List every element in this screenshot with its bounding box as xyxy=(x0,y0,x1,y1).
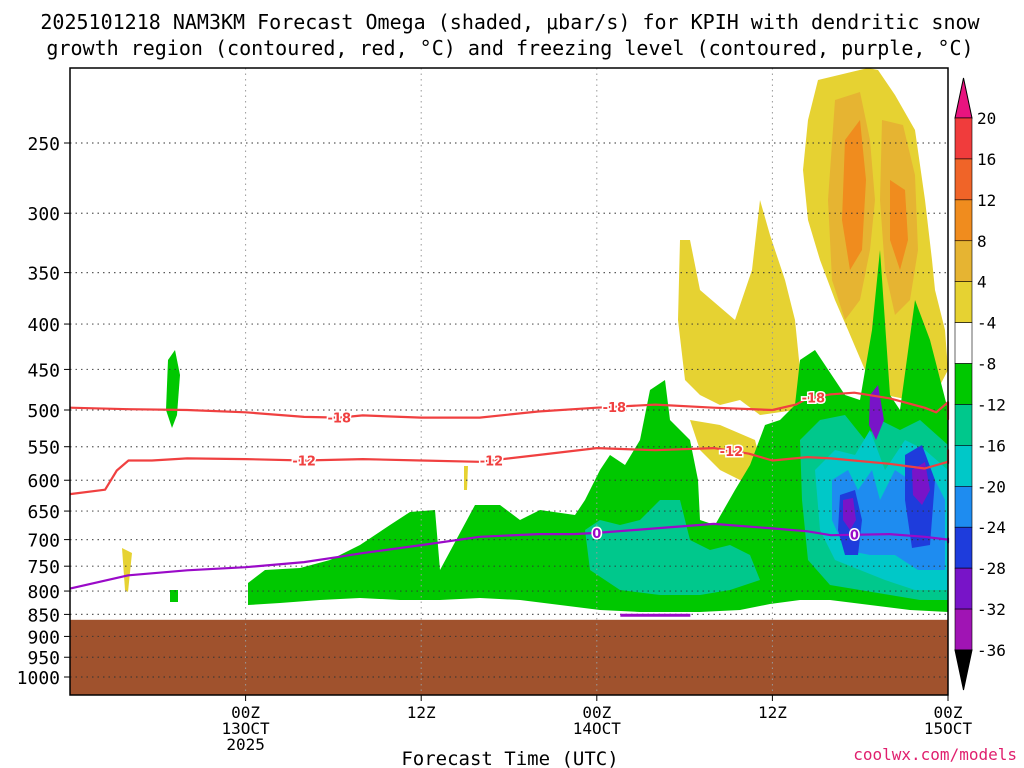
contour-label--12: -12 xyxy=(720,445,744,460)
y-tick-label-650: 650 xyxy=(27,502,60,523)
y-tick-label-750: 750 xyxy=(27,557,60,578)
gridlines xyxy=(70,68,949,695)
x-tick-label-15-1: 12Z xyxy=(407,703,436,722)
contour-label--12: -12 xyxy=(292,454,316,469)
y-tick-label-800: 800 xyxy=(27,582,60,603)
omega-region-upper-core-2 xyxy=(890,180,908,270)
colorbar-bottom-arrow xyxy=(954,649,973,691)
omega-region-purple-2 xyxy=(912,462,930,505)
ground-terrain xyxy=(70,619,948,695)
x-tick-label-45-1: 12Z xyxy=(758,703,787,722)
y-tick-label-600: 600 xyxy=(27,471,60,492)
y-tick-label-300: 300 xyxy=(27,204,60,225)
contour-labels: -18 -18 -18 -12 -12 -12 0 0 xyxy=(291,390,860,617)
colorbar-label-7: -12 xyxy=(977,395,1006,414)
y-tick-label-400: 400 xyxy=(27,315,60,336)
y-tick-label-950: 950 xyxy=(27,648,60,669)
x-tick-label-0-3: 2025 xyxy=(226,735,265,754)
colorbar-segment-8 xyxy=(954,445,973,487)
omega-colorbar: 20 16 12 8 4 -4 -8 -12 -16 -20 -24 -28 -32 -36 xyxy=(954,77,1006,691)
y-tick-label-550: 550 xyxy=(27,438,60,459)
contour-label-0: 0 xyxy=(850,529,859,544)
omega-region-teal xyxy=(585,500,760,595)
contour-label--18: -18 xyxy=(603,401,627,416)
y-tick-label-700: 700 xyxy=(27,531,60,552)
y-tick-label-850: 850 xyxy=(27,605,60,626)
colorbar-segment-11 xyxy=(954,567,973,610)
y-axis-ticks: 2503003504004505005506006507007508008509… xyxy=(17,134,70,689)
colorbar-segment-3 xyxy=(954,240,973,282)
colorbar-label-12: -32 xyxy=(977,600,1006,619)
omega-region-green-small xyxy=(170,590,178,602)
colorbar-label-5: -4 xyxy=(977,314,996,333)
colorbar-label-3: 8 xyxy=(977,232,987,251)
omega-region-small-yellow xyxy=(464,466,468,490)
colorbar-segment-1 xyxy=(954,158,973,201)
colorbar-segment-7 xyxy=(954,404,973,446)
colorbar-segment-6 xyxy=(954,363,973,405)
colorbar-label-2: 12 xyxy=(977,191,996,210)
colorbar-label-11: -28 xyxy=(977,559,1006,578)
omega-region-purple-3 xyxy=(869,385,884,440)
colorbar-segment-10 xyxy=(954,526,973,569)
colorbar-label-9: -20 xyxy=(977,477,1006,496)
colorbar-segment-12 xyxy=(954,608,973,651)
chart-title-line2: growth region (contoured, red, °C) and f… xyxy=(46,36,973,60)
contour-label--12: -12 xyxy=(480,454,504,469)
colorbar-label-4: 4 xyxy=(977,273,987,292)
y-tick-label-250: 250 xyxy=(27,134,60,155)
colorbar-segment-2 xyxy=(954,199,973,242)
x-tick-label-0-2: 13OCT xyxy=(222,719,271,738)
y-tick-label-450: 450 xyxy=(27,360,60,381)
x-tick-label-30-2: 14OCT xyxy=(573,719,622,738)
x-tick-label-30-1: 00Z xyxy=(582,703,611,722)
omega-region-yellow-spot xyxy=(690,420,760,485)
colorbar-label-8: -16 xyxy=(977,436,1006,455)
x-tick-label-0-1: 00Z xyxy=(231,703,260,722)
plot-frame xyxy=(69,67,949,696)
omega-region-green-early xyxy=(166,350,180,428)
colorbar-segment-5 xyxy=(954,322,973,364)
omega-region-left-yellow xyxy=(122,548,132,592)
omega-region-upper-core xyxy=(842,120,866,270)
credit-text: coolwx.com/models xyxy=(853,745,1017,764)
colorbar-label-10: -24 xyxy=(977,518,1006,537)
colorbar-label-0: 20 xyxy=(977,109,996,128)
colorbar-segment-9 xyxy=(954,486,973,528)
omega-region-green-main xyxy=(248,250,948,612)
colorbar-label-6: -8 xyxy=(977,355,996,374)
chart-title-line1: 2025101218 NAM3KM Forecast Omega (shaded… xyxy=(40,10,980,34)
contour-label--18: -18 xyxy=(802,391,826,406)
x-tick-label-60-2: 15OCT xyxy=(924,719,973,738)
colorbar-label-13: -36 xyxy=(977,641,1006,660)
y-tick-label-1000: 1000 xyxy=(17,668,60,689)
contour-label-0: 0 xyxy=(592,527,601,542)
colorbar-top-arrow xyxy=(954,77,973,119)
contour-label--18: -18 xyxy=(328,412,352,427)
omega-shading xyxy=(122,68,948,612)
x-tick-label-60-1: 00Z xyxy=(934,703,963,722)
x-axis-label: Forecast Time (UTC) xyxy=(401,748,618,768)
omega-region-mid-yellow xyxy=(678,200,800,415)
colorbar-segment-4 xyxy=(954,281,973,323)
colorbar-label-1: 16 xyxy=(977,150,996,169)
y-tick-label-900: 900 xyxy=(27,627,60,648)
y-tick-label-500: 500 xyxy=(27,401,60,422)
omega-region-purple xyxy=(843,498,856,530)
y-tick-label-350: 350 xyxy=(27,264,60,285)
colorbar-segment-0 xyxy=(954,117,973,160)
